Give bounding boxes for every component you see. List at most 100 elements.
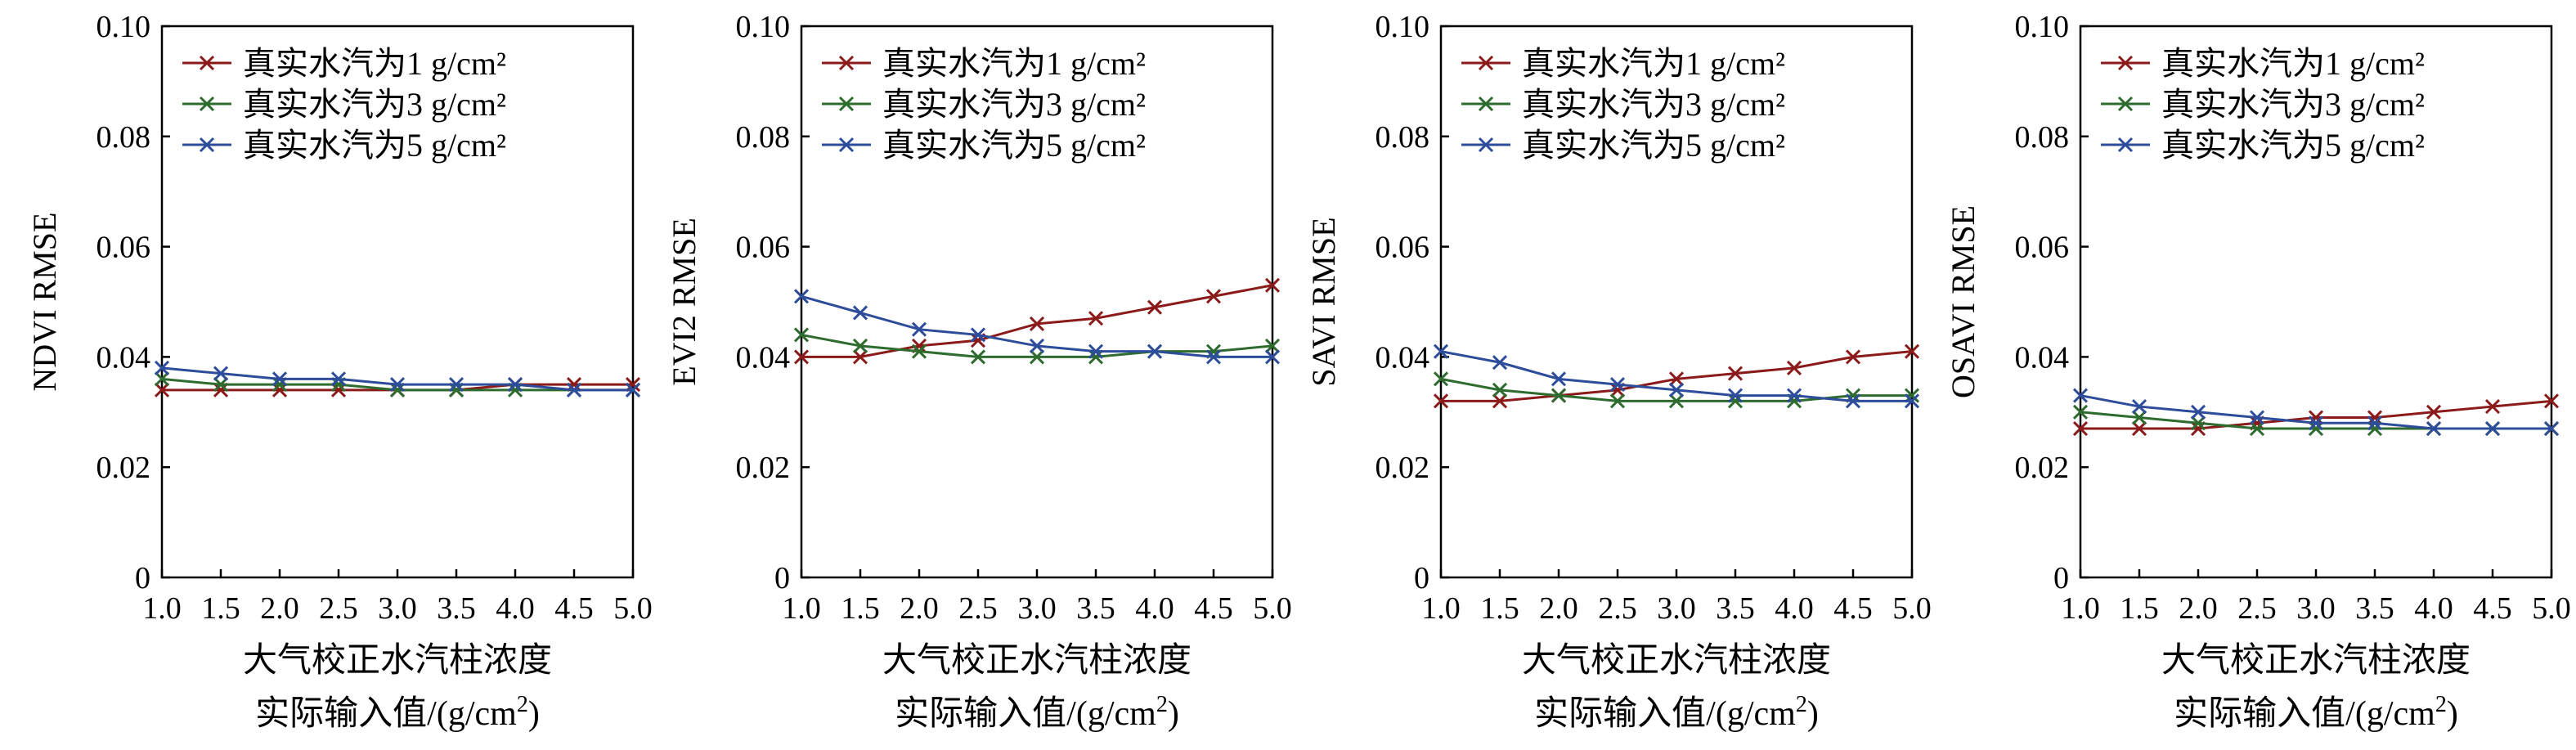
x-tick-label: 5.0 [2532,591,2571,626]
data-point-marker [2484,398,2501,415]
x-tick-label: 4.0 [2414,591,2453,626]
data-point-marker [1147,344,1163,359]
x-tick-label: 2.5 [319,591,358,626]
data-point-marker [911,321,927,337]
data-point-marker [911,344,927,359]
data-point-marker [1609,377,1626,393]
data-point-marker [507,377,523,393]
legend-label: 真实水汽为5 g/cm² [243,127,506,164]
x-axis-label-line1: 大气校正水汽柱浓度 [243,642,552,680]
data-point-marker [1433,393,1449,409]
data-point-marker [1147,299,1163,315]
legend-marker [838,137,855,153]
data-point-marker [1668,382,1685,397]
legend-marker [199,96,215,112]
data-point-marker [1727,366,1744,381]
legend-label: 真实水汽为3 g/cm² [243,86,506,123]
x-tick-label: 1.0 [1421,591,1461,626]
y-axis-label: OSAVI RMSE [1945,205,1981,398]
data-point-marker [852,349,868,365]
legend: 真实水汽为1 g/cm² 真实水汽为3 g/cm² 真实水汽为5 g/cm² [822,45,1146,164]
legend: 真实水汽为1 g/cm² 真实水汽为3 g/cm² 真实水汽为5 g/cm² [2101,45,2425,164]
data-point-marker [154,371,170,387]
data-point-marker [1492,382,1508,397]
x-tick-label: 4.0 [496,591,535,626]
x-axis-label-line2: 实际输入值/(g/cm2) [895,692,1179,733]
data-point-marker [1845,393,1861,409]
x-tick-label: 4.0 [1775,591,1814,626]
data-point-marker [154,382,170,397]
y-tick-label: 0.08 [2015,120,2070,155]
y-tick-label: 0.02 [2015,451,2070,485]
data-point-marker [1205,289,1222,304]
legend-marker [1478,137,1494,153]
x-axis-label-text: 实际输入值/(g/cm [1534,694,1796,733]
legend-label: 真实水汽为1 g/cm² [882,45,1146,82]
y-axis-label: SAVI RMSE [1305,217,1342,386]
x-tick-label: 4.5 [1833,591,1873,626]
y-tick-label: 0 [135,561,150,595]
data-point-marker [970,327,986,343]
y-tick-label: 0 [774,561,790,595]
x-axis-label-superscript: 2 [1796,692,1807,717]
data-point-marker [793,289,810,304]
x-tick-label: 4.5 [554,591,594,626]
x-axis-label-close: ) [528,695,540,733]
data-point-marker [448,377,464,393]
series-line-3 [161,366,633,392]
data-point-marker [1029,349,1045,365]
legend-label: 真实水汽为3 g/cm² [1522,86,1785,123]
data-point-marker [1786,360,1802,375]
y-tick-label: 0 [2053,561,2069,595]
data-point-marker [1845,349,1861,365]
data-point-marker [852,338,868,353]
chart-panel-2: 0 0.02 0.04 0.06 0.08 0.10 1.0 1.5 2.0 2.5 3.0 3.5 4… [666,10,1292,733]
y-tick-label: 0.04 [736,340,791,375]
data-point-marker [1433,371,1449,387]
data-point-marker [1492,393,1508,409]
x-axis-label-superscript: 2 [2435,692,2447,717]
data-point-marker [970,349,986,365]
legend-marker [2117,137,2134,153]
legend-label: 真实水汽为3 g/cm² [2161,86,2425,123]
data-point-marker [1433,344,1449,359]
data-point-marker [2190,404,2206,420]
data-point-marker [793,349,810,365]
y-tick-label: 0.08 [96,120,151,155]
x-axis-label-close: ) [1168,695,1179,733]
x-tick-label: 2.5 [958,591,998,626]
data-point-marker [2131,398,2147,415]
data-point-marker [2131,410,2147,425]
y-tick-label: 0.06 [2015,231,2070,265]
data-point-marker [1088,344,1104,359]
data-point-marker [1029,316,1045,332]
x-axis-label-text: 实际输入值/(g/cm [255,694,517,733]
data-point-marker [2426,420,2442,437]
x-tick-label: 1.5 [201,591,240,626]
legend-label: 真实水汽为5 g/cm² [1522,127,1785,164]
x-tick-label: 4.5 [2473,591,2512,626]
x-tick-label: 1.5 [841,591,880,626]
legend-marker [199,55,215,71]
chart-panel-3: 0 0.02 0.04 0.06 0.08 0.10 1.0 1.5 2.0 2.5 3.0 3.5 4… [1305,10,1932,733]
y-axis-label: EVI2 RMSE [666,218,702,386]
x-axis-label-superscript: 2 [1156,692,1168,717]
x-tick-label: 3.5 [437,591,476,626]
data-point-marker [2190,415,2206,431]
x-axis-label-text: 实际输入值/(g/cm [895,694,1156,733]
x-tick-label: 1.0 [2061,591,2100,626]
x-axis-label-superscript: 2 [517,692,528,717]
x-axis-label-line1: 大气校正水汽柱浓度 [882,642,1192,680]
data-point-marker [625,382,641,397]
data-point-marker [852,305,868,321]
x-tick-label: 2.0 [900,591,939,626]
y-tick-label: 0.04 [2015,340,2070,375]
y-tick-label: 0.06 [736,231,791,265]
legend-marker [2117,55,2134,71]
data-point-marker [2072,420,2089,437]
x-tick-label: 2.0 [2179,591,2218,626]
chart-panel-1: 0 0.02 0.04 0.06 0.08 0.10 1.0 1.5 2.0 2.5 3.0 3.5 4… [26,10,653,733]
data-point-marker [2072,388,2089,403]
data-point-marker [2131,420,2147,437]
chart-panel-4: 0 0.02 0.04 0.06 0.08 0.10 1.0 1.5 2.0 2.5 3.0 3.5 4… [1945,10,2571,733]
